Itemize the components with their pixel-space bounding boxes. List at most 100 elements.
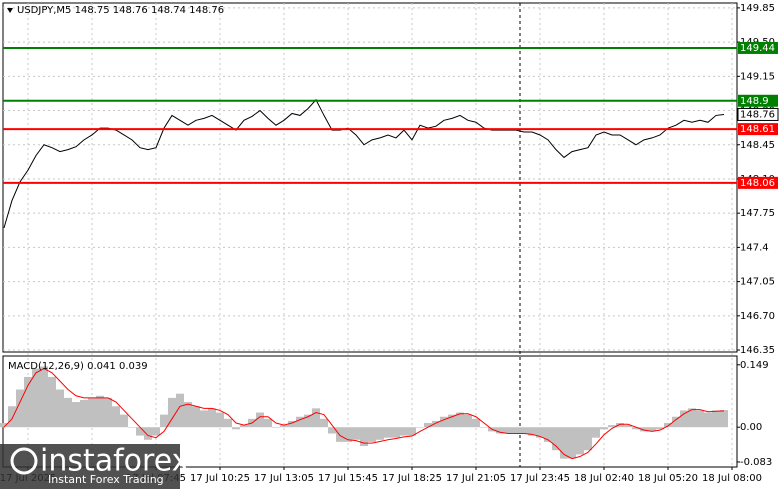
level-label: 148.06 xyxy=(740,178,775,189)
macd-bar xyxy=(312,408,320,428)
macd-bar xyxy=(552,427,560,451)
macd-bar xyxy=(56,389,64,428)
macd-bar xyxy=(280,425,288,428)
macd-bar xyxy=(472,418,480,428)
macd-bar xyxy=(416,427,424,428)
price-line xyxy=(3,98,725,228)
x-tick-label: 17 Jul 15:45 xyxy=(318,473,378,484)
macd-bar xyxy=(16,389,24,428)
low: 148.74 xyxy=(151,5,186,16)
macd-bar xyxy=(480,427,488,428)
logo-icon xyxy=(10,447,38,475)
macd-bar xyxy=(512,427,520,434)
macd-bar xyxy=(424,423,432,428)
macd-bar xyxy=(360,427,368,447)
macd-bar xyxy=(504,427,512,434)
macd-bar xyxy=(264,418,272,428)
macd-bar xyxy=(536,427,544,438)
y-tick-label: 146.35 xyxy=(740,345,775,356)
macd-bar xyxy=(528,427,536,436)
level-label: 148.61 xyxy=(740,124,775,135)
macd-bar xyxy=(696,410,704,428)
x-tick-label: 17 Jul 13:05 xyxy=(254,473,314,484)
marks xyxy=(0,46,737,460)
signal-line xyxy=(3,368,725,460)
y-tick-label: 0.149 xyxy=(740,360,769,371)
macd-bar xyxy=(128,427,136,428)
x-tick-label: 18 Jul 05:20 xyxy=(638,473,698,484)
macd-bar xyxy=(176,393,184,428)
macd-bar xyxy=(656,427,664,430)
macd-bar xyxy=(520,427,528,434)
macd-value: 0.041 xyxy=(87,361,116,372)
macd-bar xyxy=(464,414,472,428)
x-tick-label: 18 Jul 08:00 xyxy=(702,473,762,484)
macd-bar xyxy=(288,420,296,428)
y-tick-label: 149.15 xyxy=(740,71,775,82)
macd-bar xyxy=(392,427,400,438)
price-panel xyxy=(2,2,738,353)
macd-bar xyxy=(160,414,168,428)
macd-bar xyxy=(544,427,552,442)
macd-bar xyxy=(88,397,96,428)
price-label-bg xyxy=(737,107,779,121)
macd-bar xyxy=(8,406,16,428)
macd-bar xyxy=(448,414,456,428)
macd-bar xyxy=(216,412,224,428)
close: 148.76 xyxy=(189,5,224,16)
header: USDJPY,M5 148.75 148.76 148.74 148.76 xyxy=(17,5,224,16)
y-tick-label: -0.083 xyxy=(740,457,772,468)
macd-bar xyxy=(632,427,640,430)
x-tick-label: 17 Jul 10:25 xyxy=(190,473,250,484)
macd-bar xyxy=(368,427,376,442)
macd-bar xyxy=(616,423,624,428)
macd-bar xyxy=(304,414,312,428)
signal-value: 0.039 xyxy=(119,361,148,372)
macd-title: MACD(12,26,9) xyxy=(8,361,84,372)
macd-bar xyxy=(680,410,688,428)
logo-tagline: Instant Forex Trading xyxy=(48,473,164,486)
macd-bar xyxy=(672,416,680,428)
macd-bar xyxy=(24,376,32,428)
macd-bar xyxy=(568,427,576,459)
macd-bar xyxy=(384,427,392,438)
macd-bar xyxy=(136,427,144,436)
macd-bar xyxy=(272,427,280,428)
macd-header: MACD(12,26,9) 0.041 0.039 xyxy=(8,361,148,372)
level-label: 149.44 xyxy=(740,43,775,54)
macd-bar xyxy=(192,406,200,428)
macd-bar xyxy=(440,416,448,428)
macd-bar xyxy=(208,408,216,428)
price-label: 148.76 xyxy=(740,109,775,120)
macd-bar xyxy=(664,423,672,428)
logo-name: instaforex xyxy=(40,444,189,479)
macd-bar xyxy=(712,410,720,428)
macd-bar xyxy=(168,397,176,428)
macd-bar xyxy=(240,425,248,428)
grid xyxy=(3,3,737,467)
open: 148.75 xyxy=(75,5,110,16)
level-label-bg xyxy=(738,94,778,107)
macd-bar xyxy=(200,410,208,428)
macd-bar xyxy=(120,414,128,428)
macd-bar xyxy=(184,402,192,428)
macd-bar xyxy=(376,427,384,440)
macd-bar xyxy=(648,427,656,432)
macd-bar xyxy=(400,427,408,436)
macd-bar xyxy=(296,416,304,428)
level-label-bg xyxy=(738,41,778,54)
macd-bar xyxy=(40,366,48,428)
header-arrow xyxy=(7,8,13,13)
symbol: USDJPY,M5 xyxy=(17,5,71,16)
macd-bar xyxy=(408,427,416,436)
y-tick-label: 147.75 xyxy=(740,208,775,219)
macd-bar xyxy=(624,425,632,428)
macd-bar xyxy=(592,427,600,438)
y-tick-label: 149.85 xyxy=(740,3,775,14)
macd-bar xyxy=(256,412,264,428)
level-label-bg xyxy=(738,123,778,136)
macd-bar xyxy=(336,427,344,442)
y-tick-label: 146.70 xyxy=(740,311,775,322)
